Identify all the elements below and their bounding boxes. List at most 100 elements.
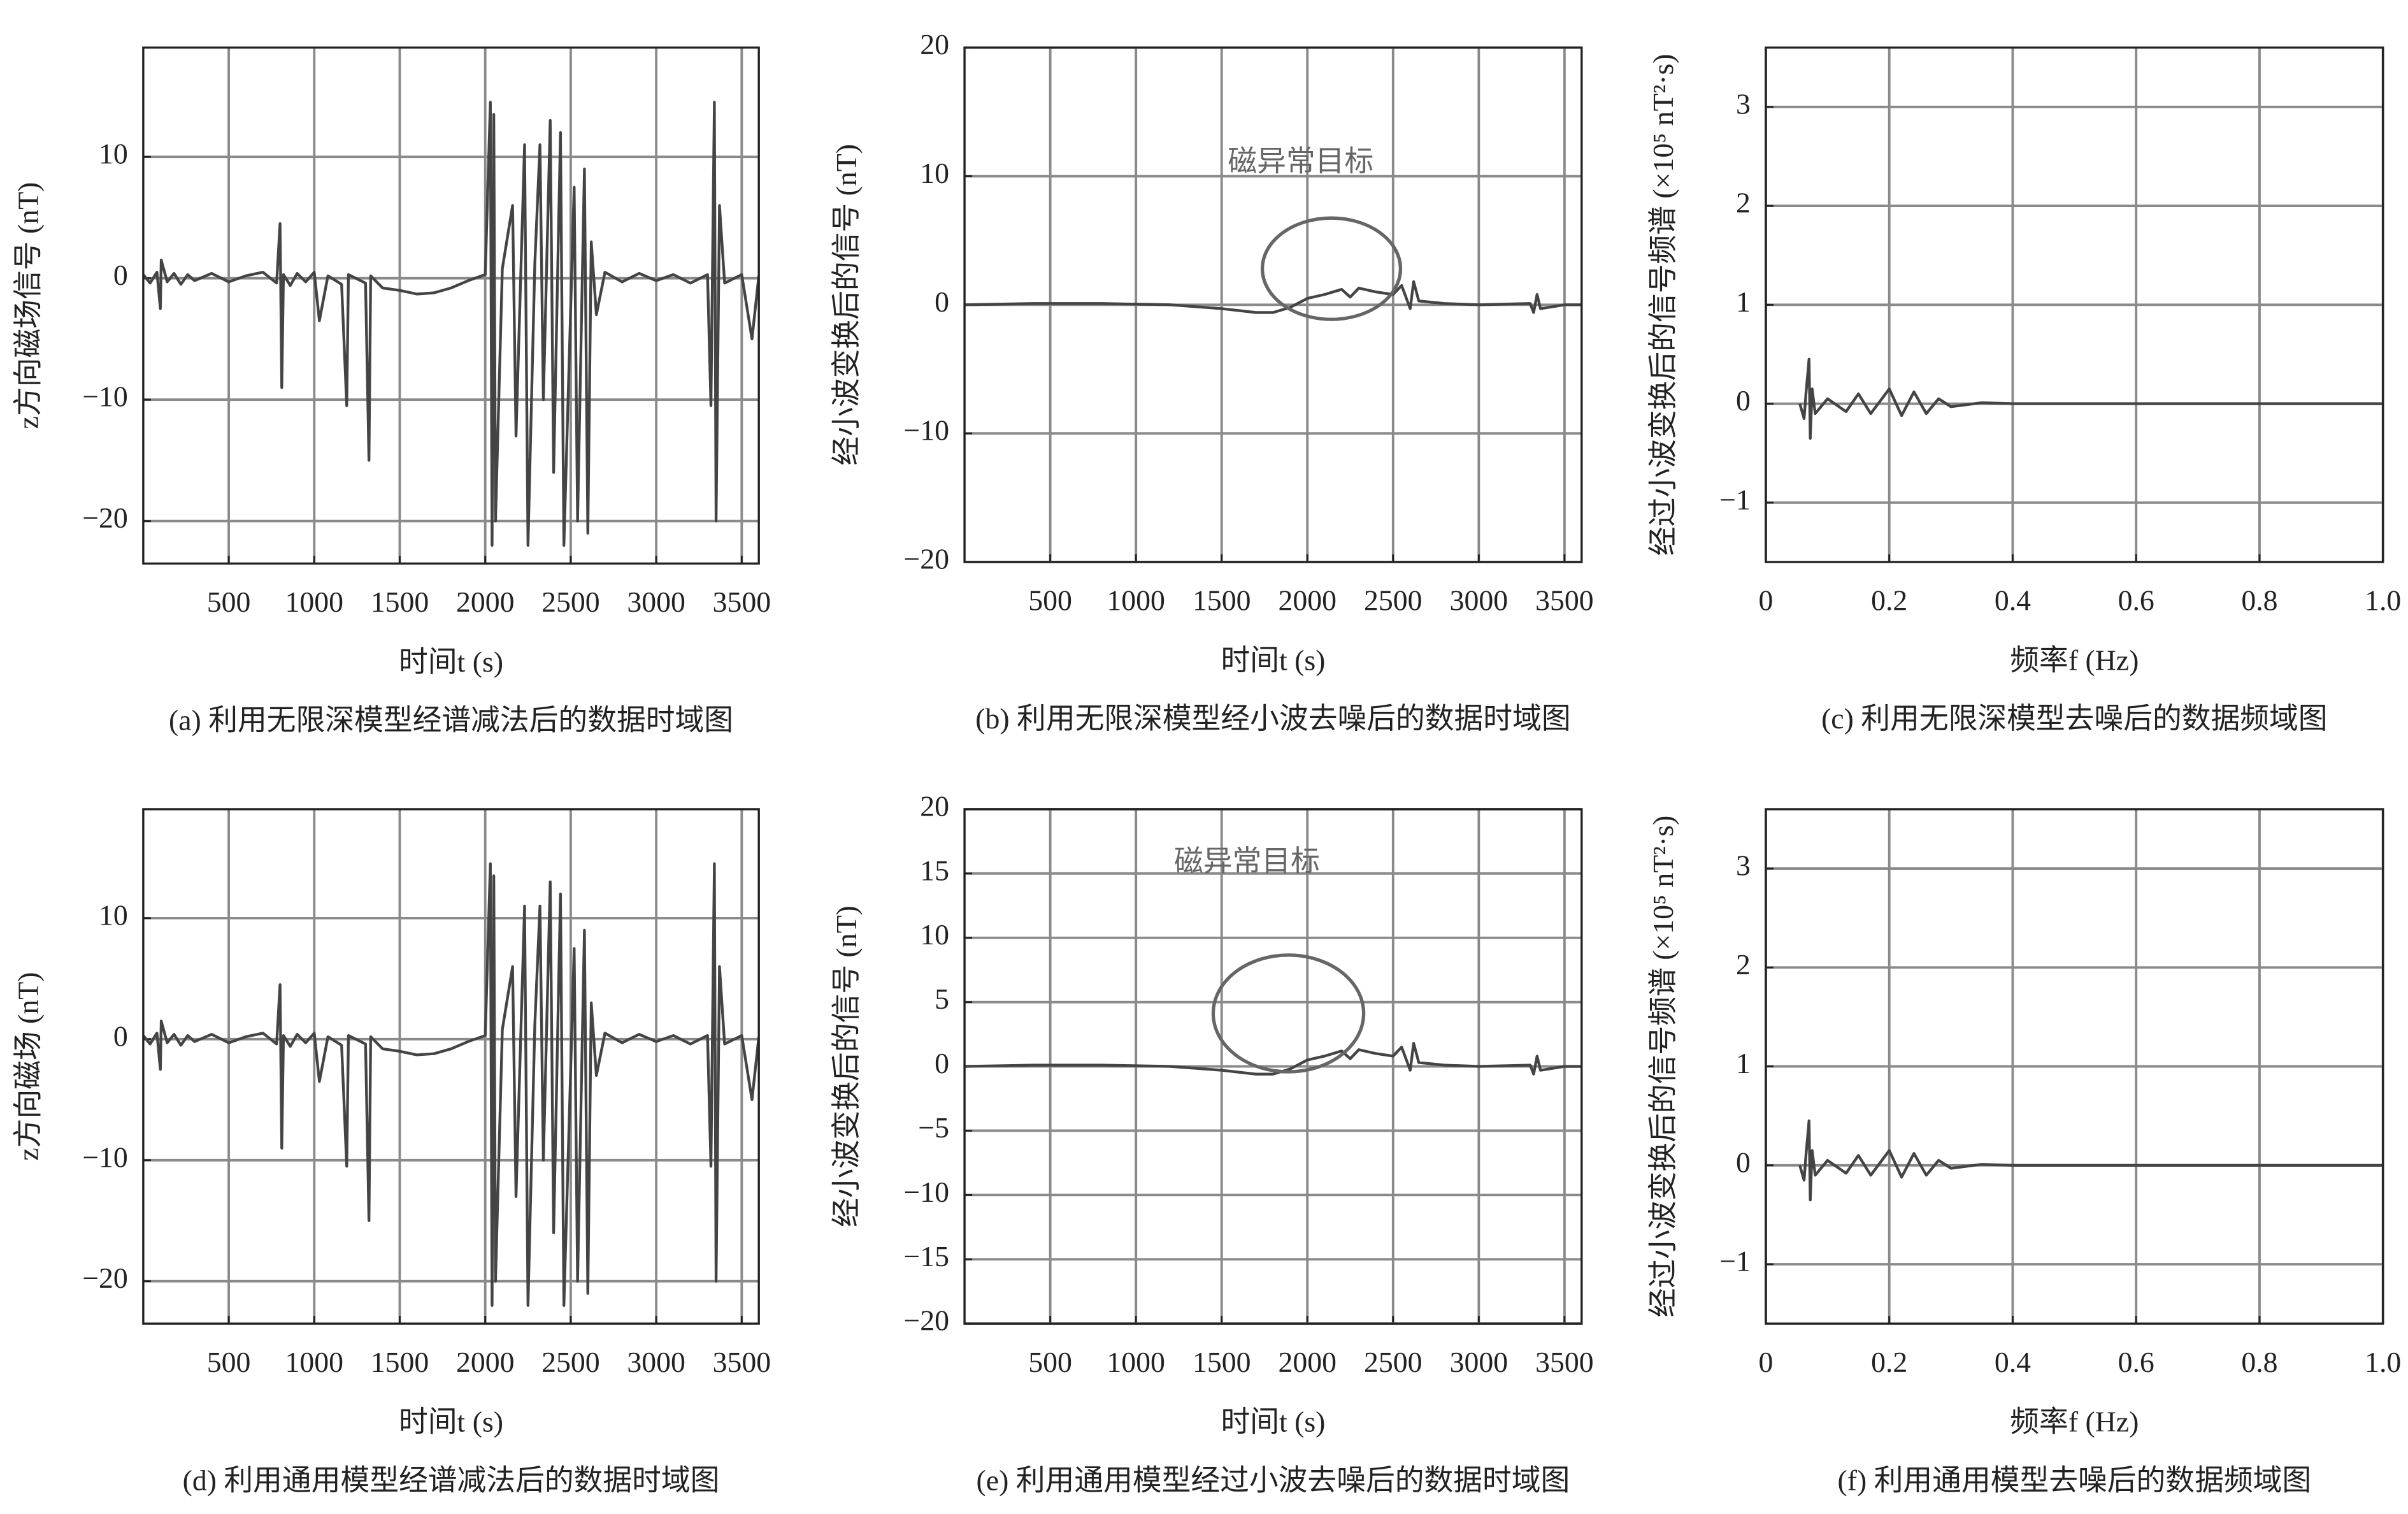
x-tick-label: 0.2 xyxy=(1871,584,1907,617)
y-tick-label: 10 xyxy=(920,157,949,189)
y-tick-label: 0 xyxy=(935,1047,949,1079)
x-tick-label: 0.2 xyxy=(1871,1346,1907,1378)
panel: 500 1000 1500 2000 2500 3000 3500 −20 −10 0 10 时间t … xyxy=(11,808,771,1496)
y-tick-label: 0 xyxy=(113,1020,128,1052)
panel: 500 1000 1500 2000 2500 3000 3500 −20 −10 0 10 时间t … xyxy=(11,47,771,736)
x-tick-label: 500 xyxy=(1028,584,1072,617)
y-axis-label: 经过小波变换后的信号频谱 (×10⁵ nT²·s) xyxy=(1647,816,1679,1318)
y-tick-label: 10 xyxy=(99,898,128,931)
x-axis-label: 时间t (s) xyxy=(1221,1406,1325,1438)
x-tick-label: 1500 xyxy=(1193,1346,1251,1378)
y-tick-label: 20 xyxy=(920,789,949,822)
x-tick-label: 1500 xyxy=(1193,584,1251,617)
x-tick-label: 0.6 xyxy=(2118,1346,2154,1378)
y-axis-label: z方向磁场信号 (nT) xyxy=(11,182,44,429)
x-tick-label: 1000 xyxy=(1107,584,1165,617)
series-line xyxy=(143,862,759,1307)
x-tick-label: 0 xyxy=(1759,1346,1774,1378)
x-tick-label: 2000 xyxy=(456,1346,515,1378)
y-tick-label: 3 xyxy=(1736,87,1751,120)
y-tick-label: −10 xyxy=(903,414,949,447)
y-axis-label: 经小波变换后的信号 (nT) xyxy=(830,905,863,1227)
y-tick-label: −1 xyxy=(1719,483,1751,515)
y-tick-label: 15 xyxy=(920,854,949,886)
y-tick-label: 1 xyxy=(1736,1047,1751,1079)
annotation-ellipse xyxy=(1211,953,1366,1074)
plot-frame xyxy=(1765,47,2384,563)
plot-frame xyxy=(1765,808,2384,1325)
x-tick-label: 2000 xyxy=(1278,584,1337,617)
caption: (f) 利用通用模型去噪后的数据频域图 xyxy=(1837,1464,2311,1496)
plot-frame xyxy=(963,808,1583,1325)
x-tick-label: 3000 xyxy=(627,586,685,618)
x-tick-label: 1000 xyxy=(285,1346,344,1378)
y-tick-label: −20 xyxy=(903,542,949,575)
y-tick-label: −15 xyxy=(903,1240,949,1272)
y-tick-label: −10 xyxy=(903,1176,949,1208)
x-tick-label: 0.4 xyxy=(1995,584,2031,617)
y-axis-label: 经过小波变换后的信号频谱 (×10⁵ nT²·s) xyxy=(1647,54,1679,556)
plot-frame xyxy=(142,808,760,1325)
x-axis-label: 时间t (s) xyxy=(399,1406,503,1438)
x-tick-label: 3000 xyxy=(1450,1346,1509,1378)
panel: 0 0.2 0.4 0.6 0.8 1.0 −1 0 1 2 3 频率f (Hz) 经过小波变换后的信号… xyxy=(1647,808,2401,1496)
x-tick-label: 1500 xyxy=(371,1346,429,1378)
plot-frame xyxy=(142,47,760,565)
x-axis-label: 频率f (Hz) xyxy=(2010,644,2139,677)
y-tick-label: −5 xyxy=(918,1111,949,1144)
annotation: 磁异常目标 xyxy=(1174,845,1320,877)
y-tick-label: 0 xyxy=(1736,384,1751,417)
y-tick-label: 20 xyxy=(920,28,949,61)
x-tick-label: 1500 xyxy=(371,586,429,618)
x-tick-label: 3500 xyxy=(713,586,771,618)
y-tick-label: 0 xyxy=(1736,1146,1751,1178)
x-tick-label: 0.6 xyxy=(2118,584,2154,617)
x-tick-label: 500 xyxy=(207,1346,251,1378)
plot-frame xyxy=(963,47,1583,563)
series-line xyxy=(1798,1119,2383,1202)
x-tick-label: 3000 xyxy=(627,1346,685,1378)
series-line xyxy=(1798,357,2383,440)
y-tick-label: −10 xyxy=(82,380,128,413)
series-line xyxy=(964,280,1582,314)
caption: (e) 利用通用模型经过小波去噪后的数据时域图 xyxy=(977,1464,1570,1496)
y-tick-label: 0 xyxy=(935,285,949,318)
x-tick-label: 2500 xyxy=(541,1346,600,1378)
y-tick-label: −20 xyxy=(82,1262,128,1294)
y-tick-label: 10 xyxy=(920,918,949,951)
annotation-ellipse xyxy=(1260,216,1403,321)
x-axis-label: 时间t (s) xyxy=(1221,644,1325,677)
y-tick-label: 1 xyxy=(1736,285,1751,318)
x-tick-label: 1.0 xyxy=(2365,584,2401,617)
y-tick-label: 2 xyxy=(1736,948,1751,981)
y-tick-label: −20 xyxy=(903,1304,949,1337)
x-tick-label: 3500 xyxy=(1535,1346,1594,1378)
x-tick-label: 2000 xyxy=(1278,1346,1337,1378)
x-tick-label: 2500 xyxy=(541,586,600,618)
panel: 500 1000 1500 2000 2500 3000 3500 −20 −10 0 10 20 磁异… xyxy=(830,28,1594,735)
panel: 500 1000 1500 2000 2500 3000 3500 −20 −15 −10 −5 0 5… xyxy=(830,789,1594,1496)
x-axis-label: 时间t (s) xyxy=(399,645,503,678)
x-tick-label: 1000 xyxy=(1107,1346,1165,1378)
x-tick-label: 0.8 xyxy=(2241,1346,2277,1378)
y-axis-label: z方向磁场 (nT) xyxy=(11,972,44,1160)
caption: (a) 利用无限深模型经谱减法后的数据时域图 xyxy=(169,703,733,736)
y-tick-label: 10 xyxy=(99,138,128,170)
x-tick-label: 3000 xyxy=(1450,584,1509,617)
y-tick-label: 0 xyxy=(113,259,128,291)
y-tick-label: 5 xyxy=(935,983,949,1015)
x-tick-label: 3500 xyxy=(1535,584,1594,617)
panel: 0 0.2 0.4 0.6 0.8 1.0 −1 0 1 2 3 频率f (Hz) 经过小波变换后的信号… xyxy=(1647,47,2401,735)
annotation: 磁异常目标 xyxy=(1228,145,1373,177)
x-tick-label: 2500 xyxy=(1364,584,1423,617)
caption: (d) 利用通用模型经谱减法后的数据时域图 xyxy=(183,1464,720,1496)
series-line xyxy=(143,101,759,547)
x-tick-label: 500 xyxy=(1028,1346,1072,1378)
x-tick-label: 0.8 xyxy=(2241,584,2277,617)
x-tick-label: 0 xyxy=(1759,584,1774,617)
x-tick-label: 0.4 xyxy=(1995,1346,2031,1378)
x-tick-label: 500 xyxy=(207,586,251,618)
caption: (b) 利用无限深模型经小波去噪后的数据时域图 xyxy=(975,702,1570,735)
x-tick-label: 1.0 xyxy=(2365,1346,2401,1378)
